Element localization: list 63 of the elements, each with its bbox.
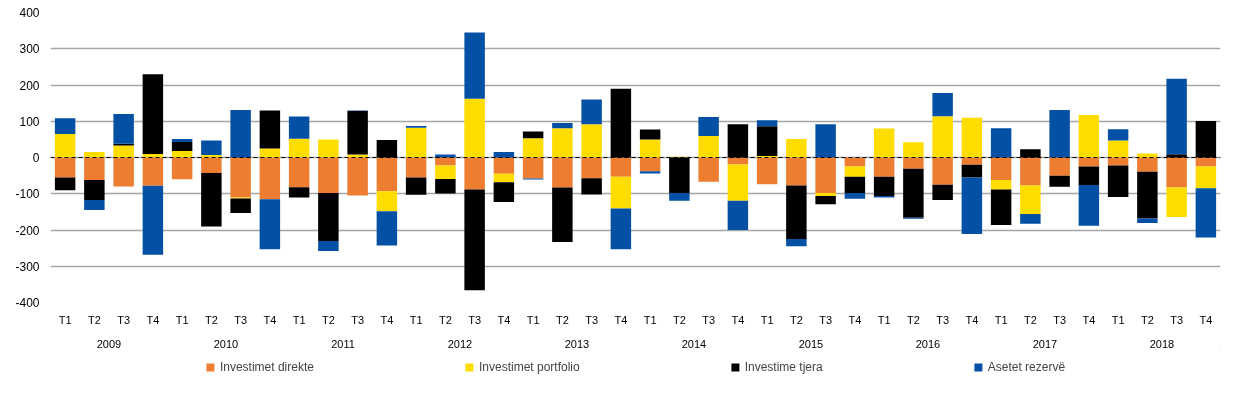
- y-tick-label: -200: [15, 223, 40, 238]
- x-tick-label: T2: [321, 313, 335, 326]
- x-tick-label: T3: [702, 313, 716, 326]
- x-tick-label: T1: [58, 313, 72, 326]
- x-tick-label: T3: [468, 313, 482, 326]
- x-tick-label: T2: [438, 313, 452, 326]
- text: 2014: [681, 337, 707, 350]
- text: 2018: [1149, 337, 1175, 350]
- x-tick-label: T1: [175, 313, 189, 326]
- x-tick-label: T3: [234, 313, 248, 326]
- legend-label: Investimet direkte: [219, 360, 314, 374]
- x-tick-label: T1: [760, 313, 774, 326]
- x-tick-label: T2: [1140, 313, 1154, 326]
- text: 2015: [798, 337, 824, 350]
- x-tick-label: T3: [819, 313, 833, 326]
- x-tick-label: T3: [117, 313, 131, 326]
- x-tick-label: T1: [643, 313, 657, 326]
- legend-label: Investimet portfolio: [478, 360, 580, 374]
- text: 2012: [447, 337, 473, 350]
- x-tick-label: T3: [351, 313, 365, 326]
- text: 2010: [213, 337, 239, 350]
- y-tick-label: 200: [19, 78, 40, 93]
- x-tick-label: T4: [1199, 313, 1213, 326]
- y-tick-label: -100: [15, 187, 40, 202]
- x-tick-label: T3: [936, 313, 950, 326]
- x-tick-label: T2: [789, 313, 803, 326]
- x-tick-label: T2: [204, 313, 218, 326]
- x-tick-label: T3: [1170, 313, 1184, 326]
- legend-label: Asetet rezervë: [987, 360, 1066, 374]
- x-tick-label: T1: [526, 313, 540, 326]
- y-tick-label: -400: [15, 296, 40, 310]
- x-tick-label: T1: [994, 313, 1008, 326]
- x-tick-label: T2: [672, 313, 686, 326]
- x-tick-label: T4: [731, 313, 745, 326]
- x-tick-label: T2: [555, 313, 569, 326]
- legend-label: Investime tjera: [744, 360, 823, 374]
- x-tick-label: T1: [409, 313, 423, 326]
- x-tick-label: T4: [146, 313, 160, 326]
- x-tick-label: T4: [263, 313, 277, 326]
- x-tick-label: T4: [965, 313, 979, 326]
- x-tick-label: T2: [87, 313, 101, 326]
- x-tick-label: T4: [614, 313, 628, 326]
- text: 2009: [96, 337, 122, 350]
- text: 2017: [1032, 337, 1058, 350]
- y-tick-label: -300: [15, 259, 40, 274]
- x-tick-label: T1: [292, 313, 306, 326]
- x-tick-label: T2: [1023, 313, 1037, 326]
- y-tick-label: 0: [32, 151, 40, 165]
- x-tick-label: T1: [877, 313, 891, 326]
- x-tick-label: T4: [848, 313, 862, 326]
- x-tick-label: T4: [497, 313, 511, 326]
- y-tick-label: 300: [19, 42, 40, 57]
- text: 2013: [564, 337, 590, 350]
- text: 2011: [331, 337, 355, 350]
- x-tick-label: T4: [380, 313, 394, 326]
- text: 2016: [915, 337, 941, 350]
- x-tick-label: T4: [1082, 313, 1096, 326]
- y-tick-label: 100: [19, 114, 40, 129]
- x-tick-label: T2: [906, 313, 920, 326]
- y-tick-label: 400: [19, 6, 40, 20]
- x-tick-label: T3: [1053, 313, 1067, 326]
- x-tick-label: T3: [585, 313, 599, 326]
- x-tick-label: T1: [1111, 313, 1125, 326]
